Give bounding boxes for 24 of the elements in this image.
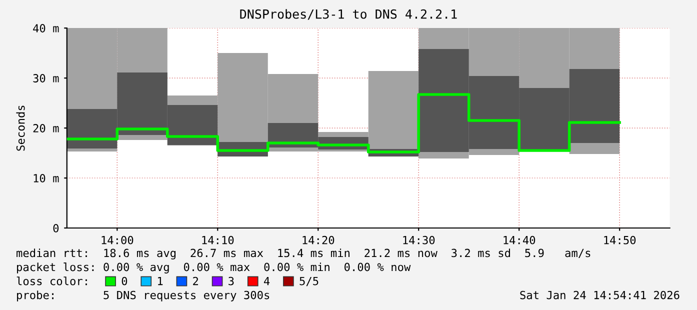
y-axis-title: Seconds [16,106,25,151]
y-tick-label: 30 m [33,74,59,82]
legend-label: 3 [228,276,234,286]
x-tick-label: 14:50 [604,236,636,244]
x-tick-label: 14:40 [504,236,536,244]
y-tick-label: 0 [53,224,59,232]
y-tick-label: 20 m [33,124,59,132]
legend-label: 4 [264,276,270,286]
text: probe: 5 DNS requests every 300s [17,290,270,302]
legend-title: loss color: [16,276,87,286]
x-tick-label: 14:30 [403,236,435,244]
y-tick-label: 10 m [34,174,59,182]
x-tick-label: 14:20 [302,236,334,244]
y-tick-label: 40 m [33,24,59,32]
chart-title: DNSProbes/L3-1 to DNS 4.2.2.1 [240,9,457,20]
legend-label: 1 [158,276,163,286]
legend-label: 2 [193,276,198,286]
legend-label: 5/5 [300,276,318,286]
text: packet loss: 0.00 % avg 0.00 % max 0.00 % min 0.00 % now [17,262,411,274]
legend-label: 0 [122,276,128,286]
text: median rtt: 18.6 ms avg 26.7 ms max 15.4 ms min 21.2 ms now 3.2 ms sd 5.9 am/s [16,248,590,260]
text: Sat Jan 24 14:54:41 2026 [520,290,680,300]
x-tick-label: 14:00 [102,236,134,244]
x-tick-label: 14:10 [202,236,234,244]
